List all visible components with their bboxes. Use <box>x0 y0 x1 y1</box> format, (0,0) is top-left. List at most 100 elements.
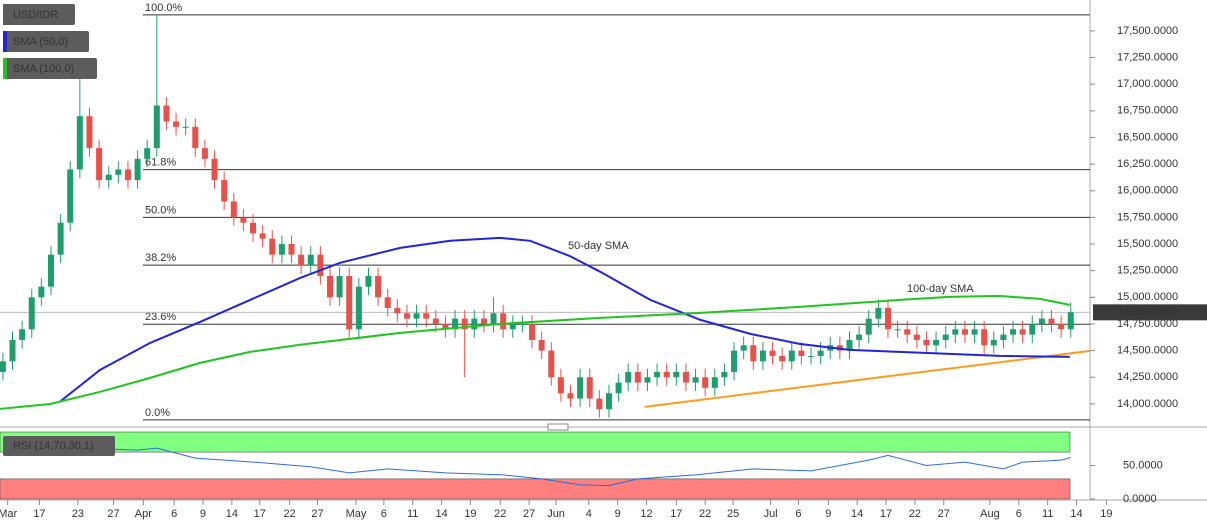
y-tick-label: 17,250.0000 <box>1117 51 1178 63</box>
x-tick-label: 4 <box>586 508 592 520</box>
y-tick-label: 15,500.0000 <box>1117 238 1178 250</box>
candle-body <box>192 126 199 149</box>
x-tick-label: Mar <box>0 508 18 520</box>
candle-body <box>355 286 362 330</box>
candle-body <box>808 355 815 357</box>
y-tick-label: 0.0000 <box>1123 493 1157 505</box>
candle-body <box>750 345 757 362</box>
candle-body <box>278 244 285 255</box>
candle-body <box>1058 323 1065 330</box>
candle-body <box>519 323 526 325</box>
fib-label: 100.0% <box>145 2 183 14</box>
candle-body <box>144 148 151 159</box>
candle-body <box>702 377 709 388</box>
candle-body <box>654 371 661 378</box>
x-tick-label: 12 <box>640 508 652 520</box>
candle-body <box>365 276 372 287</box>
candle-body <box>798 350 805 356</box>
annotation: 50-day SMA <box>568 240 629 252</box>
candle-body <box>904 329 911 335</box>
x-tick-label: 19 <box>1100 508 1112 520</box>
sma-line <box>0 294 1070 410</box>
candle-body <box>759 350 766 362</box>
x-tick-label: 17 <box>254 508 266 520</box>
candle-body <box>394 307 401 314</box>
y-tick-label: 14,000.0000 <box>1117 398 1178 410</box>
candle-body <box>721 371 728 378</box>
candle-body <box>326 276 333 298</box>
y-tick-label: 16,000.0000 <box>1117 185 1178 197</box>
candle-body <box>615 382 622 394</box>
candle-body <box>240 217 247 223</box>
trendline <box>644 349 1091 408</box>
candle-body <box>990 339 997 346</box>
candle-body <box>47 254 54 287</box>
y-tick-label: 14,250.0000 <box>1117 371 1178 383</box>
candle-body <box>153 105 160 149</box>
x-tick-label: 17 <box>880 508 892 520</box>
x-tick-label: 11 <box>1042 508 1053 520</box>
candle-body <box>346 276 353 330</box>
y-tick-label: 15,250.0000 <box>1117 265 1178 277</box>
candle-body <box>442 323 449 330</box>
candle-body <box>19 329 26 340</box>
candle-body <box>384 297 391 308</box>
fib-label: 38.2% <box>145 252 176 264</box>
candle-body <box>500 313 507 330</box>
candle-body <box>663 371 670 378</box>
fib-label: 50.0% <box>145 204 176 216</box>
legend-label: SMA (100,0) <box>13 63 74 75</box>
x-tick-label: 6 <box>1016 508 1022 520</box>
candle-body <box>923 339 930 346</box>
candle-body <box>201 148 208 159</box>
legend-box <box>3 436 115 456</box>
candle-body <box>9 339 16 362</box>
candle-body <box>634 371 641 383</box>
x-tick-label: 22 <box>909 508 921 520</box>
fib-label: 23.6% <box>145 311 176 323</box>
candle-body <box>596 398 603 410</box>
candle-body <box>884 307 891 330</box>
candle-body <box>452 318 459 330</box>
candle-body <box>971 329 978 335</box>
candle-body <box>875 307 882 319</box>
candle-body <box>28 297 35 330</box>
x-tick-label: 14 <box>226 508 238 520</box>
x-tick-label: 27 <box>523 508 535 520</box>
candle-body <box>480 318 487 324</box>
legend-swatch <box>3 58 7 79</box>
candle-body <box>913 334 920 340</box>
candle-body <box>673 371 680 378</box>
candle-body <box>432 318 439 324</box>
rsi-line <box>2 447 1071 487</box>
legend-label: USD/IDR <box>13 9 58 21</box>
candle-body <box>124 169 131 181</box>
fib-label: 61.8% <box>145 157 176 169</box>
candle-body <box>163 105 170 122</box>
candle-body <box>288 244 295 255</box>
candle-body <box>711 377 718 388</box>
y-tick-label: 17,000.0000 <box>1117 78 1178 90</box>
candle-body <box>1000 334 1007 340</box>
candle-body <box>577 377 584 399</box>
candle-body <box>173 121 180 127</box>
candle-body <box>856 334 863 340</box>
candle-body <box>105 174 112 181</box>
candle-body <box>375 276 382 298</box>
candle-body <box>769 350 776 356</box>
x-tick-label: 22 <box>699 508 711 520</box>
candle-body <box>0 361 6 372</box>
y-tick-label: 15,000.0000 <box>1117 291 1178 303</box>
x-tick-label: Jun <box>547 508 565 520</box>
candle-body <box>38 286 45 298</box>
x-tick-label: 17 <box>670 508 682 520</box>
candle-body <box>413 313 420 319</box>
y-tick-label: 16,500.0000 <box>1117 131 1178 143</box>
rsi-zone <box>0 478 1071 500</box>
x-tick-label: Apr <box>135 508 152 520</box>
candle-body <box>211 158 218 181</box>
candle-body <box>865 318 872 335</box>
y-tick-label: 16,750.0000 <box>1117 105 1178 117</box>
candle-body <box>625 371 632 383</box>
candle-body <box>57 222 64 255</box>
